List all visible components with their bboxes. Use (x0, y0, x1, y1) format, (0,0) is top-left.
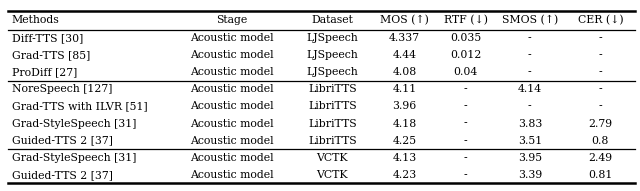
Text: LibriTTS: LibriTTS (308, 84, 356, 94)
Text: -: - (598, 50, 602, 60)
Text: Grad-StyleSpeech [31]: Grad-StyleSpeech [31] (12, 119, 136, 129)
Text: 3.39: 3.39 (518, 170, 542, 180)
Text: NoreSpeech [127]: NoreSpeech [127] (12, 84, 112, 94)
Text: LJSpeech: LJSpeech (307, 67, 358, 77)
Text: -: - (464, 170, 467, 180)
Text: LibriTTS: LibriTTS (308, 136, 356, 146)
Text: Acoustic model: Acoustic model (190, 119, 274, 129)
Text: 4.44: 4.44 (392, 50, 417, 60)
Text: 3.95: 3.95 (518, 153, 542, 163)
Text: 0.012: 0.012 (450, 50, 481, 60)
Text: Methods: Methods (12, 15, 60, 25)
Text: Acoustic model: Acoustic model (190, 170, 274, 180)
Text: 2.49: 2.49 (588, 153, 612, 163)
Text: -: - (464, 153, 467, 163)
Text: -: - (464, 119, 467, 129)
Text: -: - (464, 101, 467, 111)
Text: 4.18: 4.18 (392, 119, 417, 129)
Text: -: - (528, 50, 532, 60)
Text: 2.79: 2.79 (588, 119, 612, 129)
Text: -: - (598, 101, 602, 111)
Text: Acoustic model: Acoustic model (190, 50, 274, 60)
Text: 3.83: 3.83 (518, 119, 542, 129)
Text: Guided-TTS 2 [37]: Guided-TTS 2 [37] (12, 170, 113, 180)
Text: Guided-TTS 2 [37]: Guided-TTS 2 [37] (12, 136, 113, 146)
Text: 4.23: 4.23 (392, 170, 417, 180)
Text: 4.08: 4.08 (392, 67, 417, 77)
Text: Acoustic model: Acoustic model (190, 84, 274, 94)
Text: -: - (528, 67, 532, 77)
Text: Grad-TTS with ILVR [51]: Grad-TTS with ILVR [51] (12, 101, 147, 111)
Text: -: - (598, 84, 602, 94)
Text: -: - (598, 33, 602, 43)
Text: LibriTTS: LibriTTS (308, 101, 356, 111)
Text: Acoustic model: Acoustic model (190, 101, 274, 111)
Text: Grad-StyleSpeech [31]: Grad-StyleSpeech [31] (12, 153, 136, 163)
Text: Acoustic model: Acoustic model (190, 67, 274, 77)
Text: 3.51: 3.51 (518, 136, 542, 146)
Text: LJSpeech: LJSpeech (307, 33, 358, 43)
Text: Dataset: Dataset (311, 15, 353, 25)
Text: MOS (↑): MOS (↑) (380, 15, 429, 26)
Text: 0.04: 0.04 (453, 67, 477, 77)
Text: Acoustic model: Acoustic model (190, 136, 274, 146)
Text: VCTK: VCTK (316, 153, 348, 163)
Text: Stage: Stage (216, 15, 248, 25)
Text: 3.96: 3.96 (392, 101, 417, 111)
Text: 0.035: 0.035 (450, 33, 481, 43)
Text: SMOS (↑): SMOS (↑) (502, 15, 558, 26)
Text: 4.14: 4.14 (518, 84, 542, 94)
Text: 0.81: 0.81 (588, 170, 612, 180)
Text: ProDiff [27]: ProDiff [27] (12, 67, 77, 77)
Text: -: - (598, 67, 602, 77)
Text: -: - (464, 136, 467, 146)
Text: RTF (↓): RTF (↓) (444, 15, 488, 26)
Text: 4.337: 4.337 (389, 33, 420, 43)
Text: LibriTTS: LibriTTS (308, 119, 356, 129)
Text: -: - (528, 101, 532, 111)
Text: Acoustic model: Acoustic model (190, 33, 274, 43)
Text: Grad-TTS [85]: Grad-TTS [85] (12, 50, 90, 60)
Text: 4.25: 4.25 (392, 136, 417, 146)
Text: -: - (528, 33, 532, 43)
Text: VCTK: VCTK (316, 170, 348, 180)
Text: 4.11: 4.11 (392, 84, 417, 94)
Text: LJSpeech: LJSpeech (307, 50, 358, 60)
Text: 4.13: 4.13 (392, 153, 417, 163)
Text: Diff-TTS [30]: Diff-TTS [30] (12, 33, 83, 43)
Text: CER (↓): CER (↓) (577, 15, 623, 26)
Text: -: - (464, 84, 467, 94)
Text: Acoustic model: Acoustic model (190, 153, 274, 163)
Text: 0.8: 0.8 (592, 136, 609, 146)
